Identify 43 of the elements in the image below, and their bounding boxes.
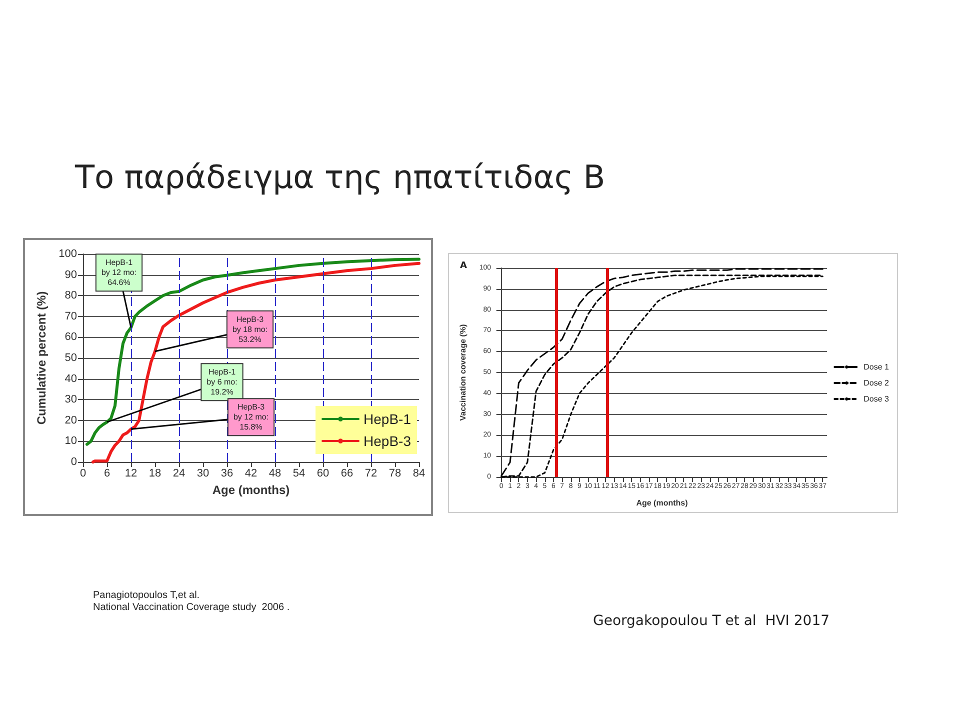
x-tick-label: 48 [268, 468, 282, 480]
x-tick-label: 0 [80, 468, 86, 480]
y-tick-label: 20 [64, 414, 77, 426]
x-tick-label: 72 [364, 468, 378, 480]
annotation: HepB-3 by 18 mo: 53.2% [232, 314, 268, 344]
y-tick-label: 60 [64, 331, 77, 344]
legend-label: HepB-3 [364, 433, 412, 449]
x-tick-label: 42 [244, 468, 258, 480]
y-tick-label: 30 [64, 394, 77, 406]
legend-label: Dose 1 [864, 362, 890, 372]
x-tick-label: 12 [124, 468, 138, 480]
x-tick-label: 66 [340, 468, 354, 480]
x-tick-label: 24 [172, 468, 186, 480]
y-tick-label: 50 [64, 352, 77, 364]
y-tick-label: 100 [58, 248, 77, 260]
annotation: HepB-3 by 12 mo: 15.8% [233, 402, 269, 432]
y-tick-label: 70 [64, 310, 77, 322]
x-tick-label: 84 [412, 468, 426, 480]
annotation: HepB-1 by 12 mo: 64.6% [101, 258, 137, 288]
x-tick-label: 18 [148, 468, 162, 480]
x-tick-label: 6 [104, 468, 110, 480]
text: Georgakopoulou T et al HVI 2017 [593, 613, 831, 630]
legend-label: Dose 2 [864, 378, 890, 388]
x-tick-label: 54 [292, 468, 306, 480]
y-tick-label: 90 [64, 268, 77, 281]
y-axis-title: Vaccination coverage (%) [458, 324, 468, 421]
text: A [460, 261, 468, 272]
annotation: HepB-1 by 6 mo: 19.2% [206, 368, 238, 397]
x-tick-label: 60 [316, 468, 330, 480]
y-tick-label: 40 [64, 372, 77, 385]
x-tick-label: 78 [388, 468, 402, 480]
legend-label: HepB-1 [364, 411, 412, 427]
y-tick-label: 0 [70, 456, 77, 468]
legend-label: Dose 3 [864, 394, 890, 404]
x-tick-label: 36 [220, 468, 234, 480]
y-axis-title: Cumulative percent (%) [34, 291, 49, 425]
x-axis-title: Age (months) [636, 498, 688, 508]
x-tick-label: 30 [196, 468, 210, 480]
y-tick-label: 80 [64, 290, 77, 302]
text: Panagiotopoulos T,et al. National Vaccination Coverage study 2006 . [93, 590, 291, 614]
y-tick-label: 10 [64, 435, 77, 448]
chart-title: Το παράδειγμα της ηπατίτιδας Β [75, 158, 606, 196]
x-axis-title: Age (months) [212, 483, 290, 497]
